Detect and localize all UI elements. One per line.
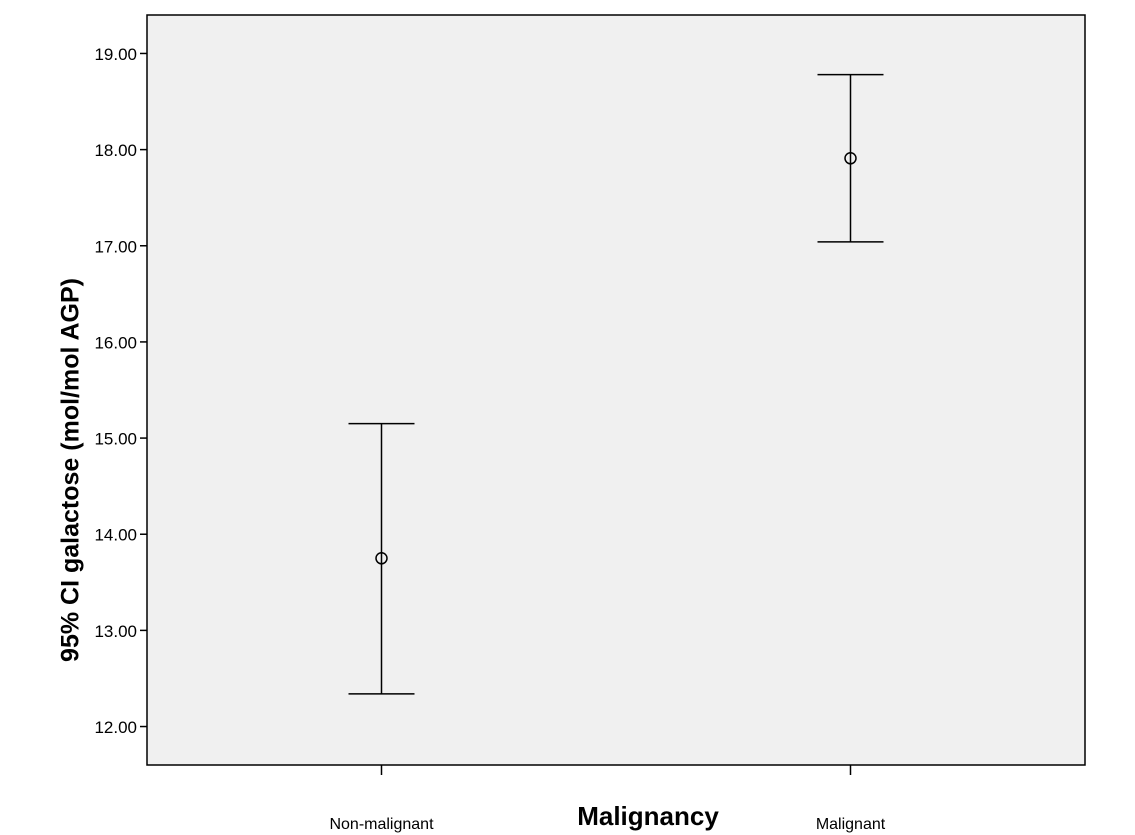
mean-point: [844, 152, 857, 165]
x-tick-label: Non-malignant: [329, 816, 434, 833]
plot-area: [146, 14, 1086, 766]
y-tick-label: 19.00: [94, 45, 137, 64]
y-axis-title: 95% CI galactose (mol/mol AGP): [57, 278, 85, 662]
y-tick-label: 17.00: [94, 237, 137, 256]
x-tick-label: Malignant: [816, 816, 886, 833]
x-axis-title: Malignancy: [577, 801, 719, 831]
y-tick-label: 14.00: [94, 526, 137, 545]
y-tick-label: 16.00: [94, 333, 137, 352]
y-tick-label: 12.00: [94, 718, 137, 737]
y-tick-label: 15.00: [94, 430, 137, 449]
y-tick-label: 18.00: [94, 141, 137, 160]
y-tick-label: 13.00: [94, 622, 137, 641]
mean-point: [375, 552, 388, 565]
